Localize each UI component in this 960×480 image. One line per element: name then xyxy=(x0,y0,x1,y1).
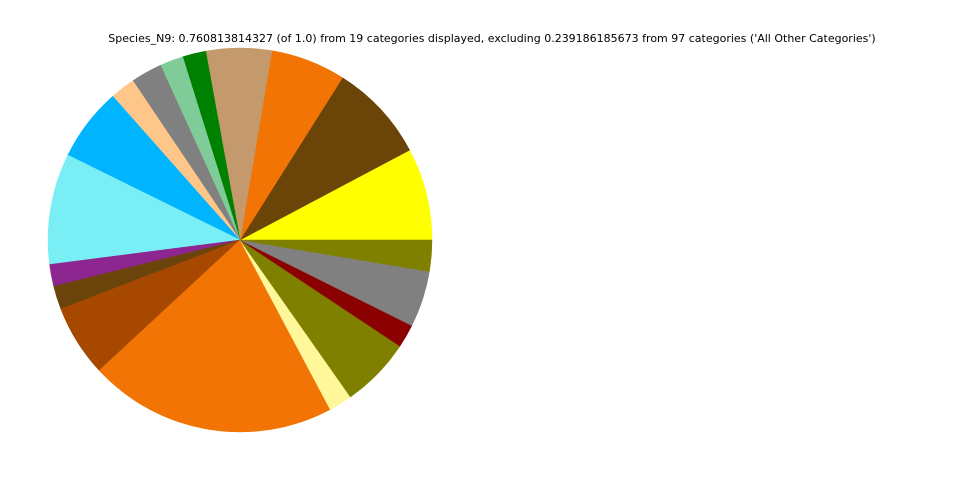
pie-slice xyxy=(239,77,411,241)
chart-title: Species_N9: 0.760813814327 (of 1.0) from… xyxy=(108,32,875,45)
pie-slice xyxy=(47,154,241,265)
pie-slice xyxy=(98,239,331,433)
pie-slice xyxy=(239,239,433,272)
pie-slice xyxy=(239,149,433,241)
